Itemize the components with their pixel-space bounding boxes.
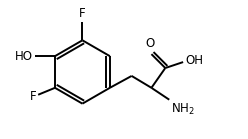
Text: NH$_2$: NH$_2$: [171, 102, 195, 117]
Text: HO: HO: [15, 50, 33, 63]
Text: F: F: [30, 90, 36, 103]
Text: OH: OH: [185, 54, 203, 67]
Text: O: O: [146, 37, 155, 50]
Text: F: F: [79, 7, 86, 19]
